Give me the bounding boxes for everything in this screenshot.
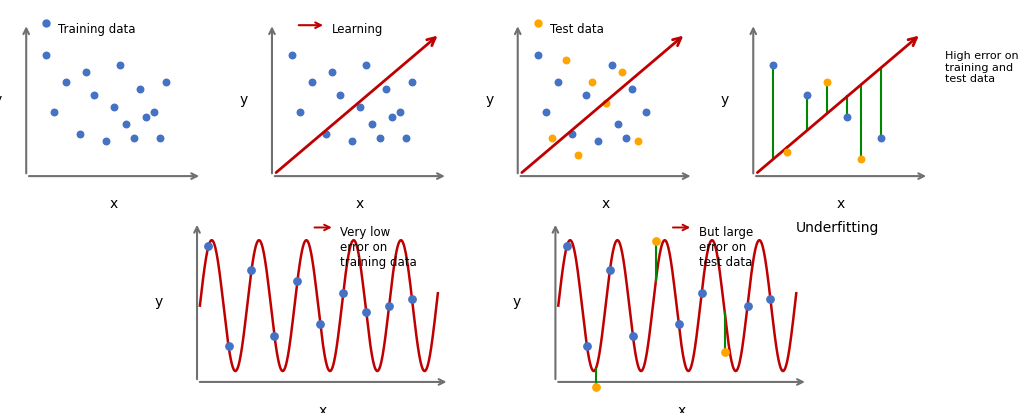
Point [739, 302, 756, 309]
Point [397, 135, 414, 141]
Text: Underfitting: Underfitting [796, 221, 879, 235]
Point [358, 309, 375, 315]
Point [324, 69, 340, 75]
Point [284, 51, 300, 58]
Point [403, 296, 420, 303]
Text: But large
error on
test data: But large error on test data [698, 225, 753, 269]
Point [152, 135, 168, 141]
Point [126, 135, 142, 141]
Point [630, 138, 646, 145]
Point [557, 57, 573, 63]
Text: y: y [155, 295, 163, 309]
Point [335, 290, 351, 297]
Point [563, 131, 580, 138]
Text: x: x [110, 197, 118, 211]
Point [105, 103, 122, 110]
Point [304, 79, 321, 86]
Point [853, 155, 869, 162]
Text: y: y [240, 93, 248, 107]
Point [381, 302, 397, 309]
Point [779, 149, 796, 155]
Point [762, 296, 778, 303]
Text: y: y [485, 93, 494, 107]
Point [588, 384, 604, 391]
Point [138, 114, 155, 121]
Point [765, 62, 781, 69]
Point [98, 138, 115, 145]
Point [289, 278, 305, 285]
Point [819, 79, 836, 86]
Point [384, 114, 400, 121]
Text: x: x [678, 404, 686, 413]
Text: High error on
training and
test data: High error on training and test data [945, 51, 1019, 84]
Point [637, 109, 653, 115]
Point [550, 79, 566, 86]
Point [78, 69, 94, 75]
Point [584, 79, 600, 86]
Point [799, 91, 815, 98]
Text: y: y [721, 93, 729, 107]
Point [403, 79, 420, 86]
Point [544, 135, 560, 141]
Point [609, 121, 626, 127]
Point [292, 109, 308, 115]
Point [603, 62, 620, 69]
Text: x: x [837, 197, 845, 211]
Point [617, 135, 634, 141]
Text: Training data: Training data [58, 24, 135, 36]
Point [625, 332, 641, 339]
Point [357, 62, 374, 69]
Point [590, 138, 606, 145]
Point [613, 69, 630, 75]
Point [220, 343, 237, 349]
Point [351, 103, 368, 110]
Point [378, 86, 394, 93]
Point [693, 290, 710, 297]
Point [72, 131, 88, 138]
Point [312, 321, 329, 328]
Text: Learning: Learning [332, 24, 383, 36]
Point [578, 91, 594, 98]
Point [158, 79, 174, 86]
Text: Very low
error on
training data: Very low error on training data [340, 225, 417, 269]
Point [364, 121, 380, 127]
Point [145, 109, 162, 115]
Text: x: x [355, 197, 364, 211]
Point [717, 349, 733, 355]
Point [538, 109, 554, 115]
Text: y: y [0, 93, 2, 107]
Point [839, 114, 855, 121]
Point [529, 51, 546, 58]
Point [46, 109, 62, 115]
Point [569, 152, 586, 159]
Text: x: x [601, 197, 609, 211]
Point [332, 91, 348, 98]
Point [201, 243, 217, 249]
Point [118, 121, 134, 127]
Point [86, 91, 102, 98]
Point [132, 86, 148, 93]
Point [58, 79, 75, 86]
Point [624, 86, 640, 93]
Point [602, 267, 618, 273]
Text: Test data: Test data [550, 24, 603, 36]
Point [372, 135, 388, 141]
Point [671, 321, 687, 328]
Point [317, 131, 334, 138]
Point [647, 238, 664, 244]
Point [872, 135, 889, 141]
Text: x: x [319, 404, 328, 413]
Point [112, 62, 128, 69]
Point [244, 267, 260, 273]
Point [559, 243, 575, 249]
Point [266, 332, 283, 339]
Point [597, 100, 613, 107]
Text: y: y [513, 295, 521, 309]
Point [344, 138, 360, 145]
Point [391, 109, 408, 115]
Point [579, 343, 595, 349]
Point [38, 51, 54, 58]
